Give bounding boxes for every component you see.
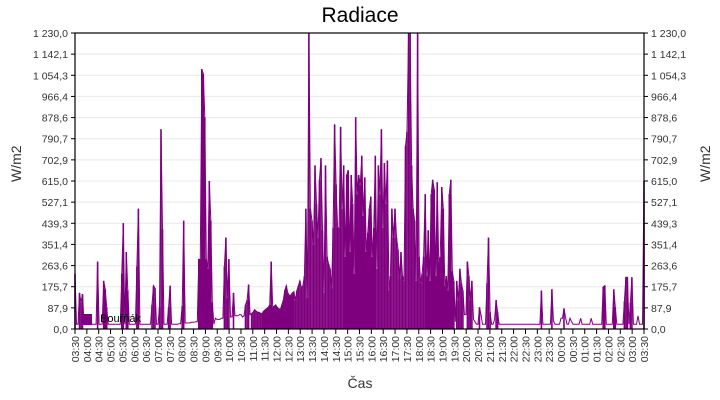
svg-text:1 230,0: 1 230,0 bbox=[33, 28, 68, 40]
svg-text:06:30: 06:30 bbox=[141, 336, 153, 362]
legend: Bouřňák bbox=[81, 313, 141, 325]
svg-text:13:30: 13:30 bbox=[307, 336, 319, 362]
svg-text:615,0: 615,0 bbox=[651, 176, 677, 188]
svg-text:351,4: 351,4 bbox=[651, 239, 677, 251]
svg-text:966,4: 966,4 bbox=[651, 91, 677, 103]
svg-text:14:30: 14:30 bbox=[331, 336, 343, 362]
svg-text:1 142,1: 1 142,1 bbox=[651, 49, 686, 61]
svg-text:13:00: 13:00 bbox=[295, 336, 307, 362]
svg-text:15:00: 15:00 bbox=[343, 336, 355, 362]
svg-text:702,9: 702,9 bbox=[42, 155, 68, 167]
svg-text:0,0: 0,0 bbox=[53, 324, 68, 336]
svg-text:615,0: 615,0 bbox=[42, 176, 68, 188]
svg-text:20:00: 20:00 bbox=[461, 336, 473, 362]
svg-text:10:00: 10:00 bbox=[224, 336, 236, 362]
svg-text:01:00: 01:00 bbox=[580, 336, 592, 362]
legend-swatch bbox=[81, 313, 92, 325]
svg-text:16:00: 16:00 bbox=[366, 336, 378, 362]
svg-text:527,1: 527,1 bbox=[651, 197, 677, 209]
svg-text:18:30: 18:30 bbox=[426, 336, 438, 362]
svg-text:12:30: 12:30 bbox=[283, 336, 295, 362]
svg-text:175,7: 175,7 bbox=[651, 282, 677, 294]
svg-text:04:00: 04:00 bbox=[82, 336, 94, 362]
svg-text:1 054,3: 1 054,3 bbox=[33, 70, 68, 82]
y-axis-right: 0,0 87,9 175,7 263,6 351,4 439,3 527,1 615,0 702… bbox=[644, 28, 686, 336]
svg-text:1 230,0: 1 230,0 bbox=[651, 28, 686, 40]
svg-text:07:30: 07:30 bbox=[165, 336, 177, 362]
svg-text:878,6: 878,6 bbox=[651, 113, 677, 125]
svg-text:790,7: 790,7 bbox=[42, 134, 68, 146]
svg-text:527,1: 527,1 bbox=[42, 197, 68, 209]
svg-text:1 142,1: 1 142,1 bbox=[33, 49, 68, 61]
data-bars bbox=[74, 32, 645, 330]
svg-text:11:30: 11:30 bbox=[260, 336, 272, 362]
svg-text:04:30: 04:30 bbox=[94, 336, 106, 362]
svg-text:878,6: 878,6 bbox=[42, 113, 68, 125]
svg-text:19:00: 19:00 bbox=[438, 336, 450, 362]
svg-text:87,9: 87,9 bbox=[651, 303, 672, 315]
svg-text:439,3: 439,3 bbox=[42, 218, 68, 230]
svg-text:16:30: 16:30 bbox=[378, 336, 390, 362]
svg-text:22:30: 22:30 bbox=[521, 336, 533, 362]
svg-text:09:00: 09:00 bbox=[200, 336, 212, 362]
svg-text:12:00: 12:00 bbox=[272, 336, 284, 362]
svg-text:05:00: 05:00 bbox=[106, 336, 118, 362]
svg-text:03:30: 03:30 bbox=[70, 336, 82, 362]
svg-text:08:30: 08:30 bbox=[189, 336, 201, 362]
svg-text:175,7: 175,7 bbox=[42, 282, 68, 294]
svg-text:18:00: 18:00 bbox=[414, 336, 426, 362]
legend-label: Bouřňák bbox=[100, 313, 141, 325]
svg-text:03:00: 03:00 bbox=[627, 336, 639, 362]
svg-text:1 054,3: 1 054,3 bbox=[651, 70, 686, 82]
svg-text:02:00: 02:00 bbox=[603, 336, 615, 362]
svg-text:23:00: 23:00 bbox=[532, 336, 544, 362]
svg-text:14:00: 14:00 bbox=[319, 336, 331, 362]
svg-text:10:30: 10:30 bbox=[236, 336, 248, 362]
svg-text:790,7: 790,7 bbox=[651, 134, 677, 146]
svg-text:87,9: 87,9 bbox=[48, 303, 69, 315]
svg-text:00:00: 00:00 bbox=[556, 336, 568, 362]
svg-text:06:00: 06:00 bbox=[129, 336, 141, 362]
svg-text:351,4: 351,4 bbox=[42, 239, 68, 251]
svg-text:702,9: 702,9 bbox=[651, 155, 677, 167]
chart-title: Radiace bbox=[321, 4, 399, 27]
svg-text:00:30: 00:30 bbox=[568, 336, 580, 362]
svg-text:17:30: 17:30 bbox=[402, 336, 414, 362]
svg-text:02:30: 02:30 bbox=[615, 336, 627, 362]
svg-text:20:30: 20:30 bbox=[473, 336, 485, 362]
svg-text:15:30: 15:30 bbox=[355, 336, 367, 362]
svg-text:03:30: 03:30 bbox=[639, 336, 651, 362]
svg-text:07:00: 07:00 bbox=[153, 336, 165, 362]
x-axis: 03:30 04:00 04:30 05:00 05:30 06:00 06:30 07:00… bbox=[70, 329, 651, 362]
svg-text:966,4: 966,4 bbox=[42, 91, 68, 103]
svg-text:05:30: 05:30 bbox=[117, 336, 129, 362]
svg-text:11:00: 11:00 bbox=[248, 336, 260, 362]
svg-text:263,6: 263,6 bbox=[42, 261, 68, 273]
svg-text:23:30: 23:30 bbox=[544, 336, 556, 362]
svg-text:0,0: 0,0 bbox=[651, 324, 666, 336]
svg-text:439,3: 439,3 bbox=[651, 218, 677, 230]
svg-text:19:30: 19:30 bbox=[449, 336, 461, 362]
svg-text:17:00: 17:00 bbox=[390, 336, 402, 362]
svg-text:09:30: 09:30 bbox=[212, 336, 224, 362]
svg-text:263,6: 263,6 bbox=[651, 261, 677, 273]
x-axis-label: Čas bbox=[347, 375, 373, 391]
svg-text:21:00: 21:00 bbox=[485, 336, 497, 362]
svg-text:01:30: 01:30 bbox=[592, 336, 604, 362]
y-axis-left: 0,0 87,9 175,7 263,6 351,4 439,3 527,1 615,0 702… bbox=[33, 28, 75, 336]
svg-text:22:00: 22:00 bbox=[509, 336, 521, 362]
svg-text:21:30: 21:30 bbox=[497, 336, 509, 362]
svg-text:08:00: 08:00 bbox=[177, 336, 189, 362]
